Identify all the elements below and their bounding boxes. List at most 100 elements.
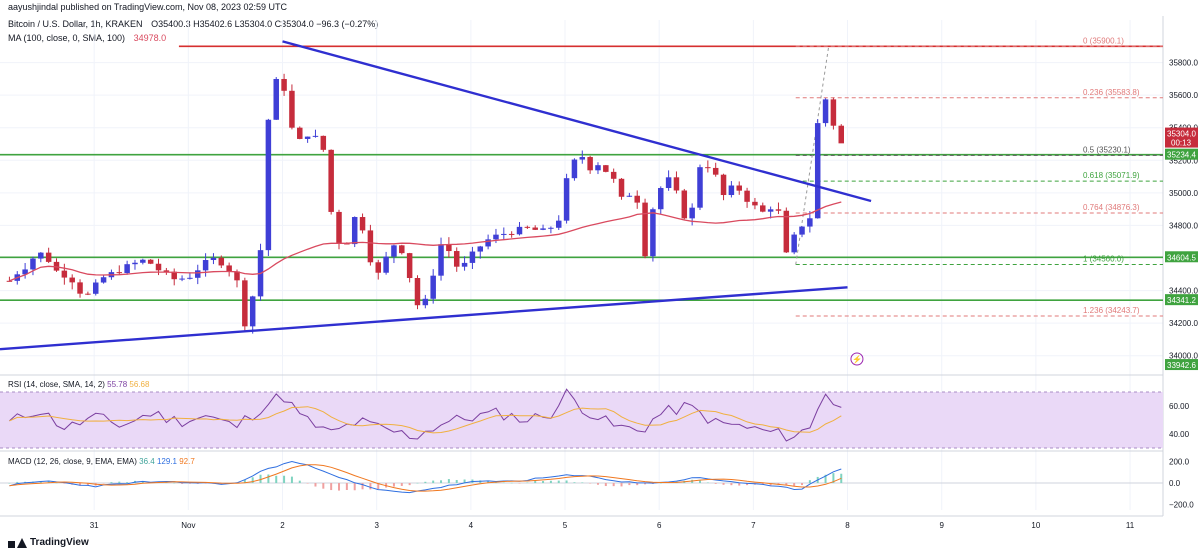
time-tick-label: 2 [280, 521, 285, 530]
price-axis[interactable]: 34000.034200.034400.034600.034800.035000… [1165, 59, 1198, 510]
rsi-pane [0, 388, 1163, 449]
rsi-tick-label: 60.00 [1169, 402, 1190, 411]
candle-body [438, 244, 444, 276]
candle-body [767, 209, 774, 212]
price-tick-label: 34400.0 [1169, 287, 1198, 296]
macd-histogram-bar [769, 483, 772, 486]
macd-histogram-bar [738, 483, 741, 486]
candle-body [218, 257, 225, 266]
candle-body [344, 243, 350, 245]
candle-body [45, 252, 52, 262]
candle-body [406, 253, 413, 279]
support-upper-badge: 35234.4 [1167, 151, 1196, 160]
macd-histogram-bar [565, 480, 568, 484]
lightning-icon [850, 352, 864, 366]
ma-layer [9, 201, 842, 282]
ma-label: MA (100, close, 0, SMA, 100) [8, 33, 126, 43]
macd-histogram-bar [463, 479, 466, 484]
macd-histogram-bar [730, 483, 733, 486]
candle-body [359, 217, 366, 231]
candle-body [477, 246, 484, 252]
macd-histogram-bar [377, 483, 380, 490]
macd-histogram-bar [714, 483, 717, 484]
support-mid-badge: 34604.5 [1167, 253, 1196, 262]
time-tick-label: 6 [657, 521, 662, 530]
macd-histogram-bar [314, 483, 317, 487]
candle-body [453, 251, 460, 267]
macd-histogram-bar [824, 474, 827, 484]
macd-histogram-bar [581, 482, 584, 484]
macd-histogram-bar [118, 481, 121, 484]
macd-histogram-bar [353, 483, 356, 491]
macd-histogram-bar [173, 482, 176, 484]
candle-body [532, 227, 538, 230]
candle-body [430, 275, 436, 299]
macd-hist-value: 36.4 [139, 457, 157, 466]
brand-text: TradingView [30, 537, 89, 548]
tradingview-brand[interactable]: TradingView [8, 537, 89, 548]
candle-body [673, 177, 680, 191]
fib-level-label: 0 (35900.1) [1083, 36, 1124, 45]
candle-body [524, 226, 531, 228]
macd-histogram-bar [400, 483, 403, 486]
candle-body [665, 177, 672, 189]
candle-body [297, 127, 303, 139]
macd-histogram-bar [785, 483, 788, 486]
candle-body [493, 234, 499, 240]
candle-body [147, 259, 154, 264]
bottom-level-badge-bg [1165, 359, 1198, 371]
pane-labels: RSI (14, close, SMA, 14, 2) 55.78 56.68 M… [8, 352, 864, 466]
macd-histogram-bar [267, 474, 270, 484]
macd-histogram-bar [345, 483, 348, 490]
candle-body [610, 171, 617, 179]
macd-histogram-bar [479, 480, 482, 484]
time-axis[interactable]: 31 Nov 2 3 4 5 6 7 8 9 10 11 [90, 521, 1135, 530]
candle-body [38, 252, 44, 259]
macd-histogram-bar [487, 481, 490, 484]
price-tick-label: 34800.0 [1169, 221, 1198, 230]
candle-body [195, 270, 201, 278]
support-mid-badge-bg [1165, 251, 1198, 263]
candle-body [563, 178, 570, 221]
candle-body [618, 178, 625, 197]
candle-body [634, 195, 640, 203]
last-price-badge-time: 00:13 [1171, 139, 1192, 148]
macd-histogram-bar [251, 477, 254, 484]
macd-histogram-bar [612, 483, 615, 487]
macd-histogram-bar [416, 482, 419, 484]
macd-histogram-bar [63, 483, 66, 484]
symbol-name: Bitcoin / U.S. Dollar, 1h, KRAKEN [8, 19, 143, 29]
rsi-value: 55.78 [107, 380, 129, 389]
fib-level-label: 0.764 (34876.3) [1083, 203, 1140, 212]
fib-level-label: 0.5 (35230.1) [1083, 145, 1131, 154]
macd-histogram-bar [275, 475, 278, 484]
macd-histogram-bar [79, 483, 82, 486]
candle-body [760, 205, 766, 212]
candle-body [516, 226, 523, 235]
macd-histogram-bar [369, 483, 372, 490]
candle-body [791, 234, 797, 253]
candle-body [626, 195, 633, 197]
candle-body [689, 207, 695, 219]
candle-body [712, 167, 719, 175]
macd-histogram-bar [706, 482, 709, 484]
macd-tick-label: 0.0 [1169, 479, 1181, 488]
macd-histogram-bar [596, 483, 599, 485]
candle-body [234, 271, 240, 281]
macd-histogram-bar [338, 483, 341, 491]
lightning-glyph: ⚡ [852, 354, 862, 364]
candle-body [242, 280, 248, 327]
candle-body [187, 277, 193, 279]
candle-body [61, 270, 68, 278]
macd-histogram-bar [518, 483, 521, 484]
candle-body [799, 226, 805, 235]
macd-tick-label: −200.0 [1169, 501, 1194, 510]
candle-body [336, 211, 342, 244]
candle-body [579, 157, 586, 160]
macd-histogram-bar [39, 481, 42, 484]
candle-body [328, 149, 334, 212]
time-tick-label: 4 [469, 521, 474, 530]
candle-body [383, 256, 389, 273]
price-tick-label: 35600.0 [1169, 91, 1198, 100]
